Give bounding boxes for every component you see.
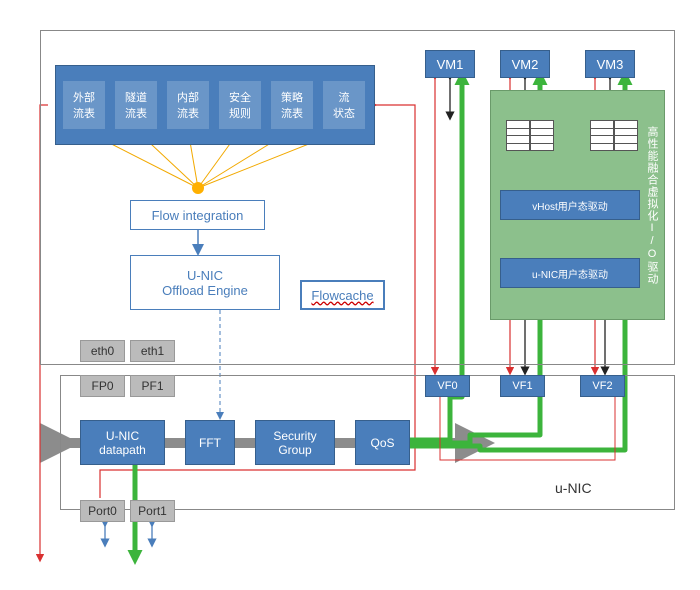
fp0: FP0 — [80, 375, 125, 397]
flow-sub-3: 安全 规则 — [218, 80, 262, 130]
vf0: VF0 — [425, 375, 470, 397]
vm3-queue-left — [590, 120, 614, 150]
pf1: PF1 — [130, 375, 175, 397]
offload-label: U-NIC Offload Engine — [162, 268, 248, 298]
vf2: VF2 — [580, 375, 625, 397]
vm1: VM1 — [425, 50, 475, 78]
flow-sub-5: 流 状态 — [322, 80, 366, 130]
vm2-label: VM2 — [512, 57, 539, 72]
flow-integration-label: Flow integration — [152, 208, 244, 223]
offload-engine: U-NIC Offload Engine — [130, 255, 280, 310]
vm1-label: VM1 — [437, 57, 464, 72]
flowcache-label: Flowcache — [311, 288, 373, 303]
vf1: VF1 — [500, 375, 545, 397]
flowcache: Flowcache — [300, 280, 385, 310]
port0-label: Port0 — [88, 504, 117, 518]
flow-sub-2: 内部 流表 — [166, 80, 210, 130]
driver-panel-title: 高性能融合虚拟化I/O驱动 — [644, 126, 660, 285]
unic-label: u-NIC — [555, 480, 592, 496]
vm3-label: VM3 — [597, 57, 624, 72]
vm2-queue-right — [530, 120, 554, 150]
fp0-label: FP0 — [91, 379, 113, 393]
vm3: VM3 — [585, 50, 635, 78]
eth0: eth0 — [80, 340, 125, 362]
vhost-driver: vHost用户态驱动 — [500, 190, 640, 220]
flow-integration: Flow integration — [130, 200, 265, 230]
flow-sub-0: 外部 流表 — [62, 80, 106, 130]
pf1-label: PF1 — [141, 379, 163, 393]
qos-label: QoS — [370, 436, 394, 450]
vm2: VM2 — [500, 50, 550, 78]
port1-label: Port1 — [138, 504, 167, 518]
vm2-queue-left — [506, 120, 530, 150]
vm3-queue-right — [614, 120, 638, 150]
eth1-label: eth1 — [141, 344, 164, 358]
unic-text: u-NIC — [555, 480, 592, 496]
unic-driver: u-NIC用户态驱动 — [500, 258, 640, 288]
flow-sub-4: 策略 流表 — [270, 80, 314, 130]
port0: Port0 — [80, 500, 125, 522]
eth1: eth1 — [130, 340, 175, 362]
vf2-label: VF2 — [592, 380, 612, 392]
pipeline-fft: FFT — [185, 420, 235, 465]
vhost-label: vHost用户态驱动 — [532, 198, 608, 213]
unic-driver-label: u-NIC用户态驱动 — [532, 266, 608, 281]
pipeline-datapath: U-NIC datapath — [80, 420, 165, 465]
vf0-label: VF0 — [437, 380, 457, 392]
eth0-label: eth0 — [91, 344, 114, 358]
flow-sub-1: 隧道 流表 — [114, 80, 158, 130]
pipeline-qos: QoS — [355, 420, 410, 465]
datapath-label: U-NIC datapath — [99, 429, 146, 457]
security-label: Security Group — [273, 429, 316, 457]
vf1-label: VF1 — [512, 380, 532, 392]
port1: Port1 — [130, 500, 175, 522]
pipeline-security: Security Group — [255, 420, 335, 465]
fft-label: FFT — [199, 436, 221, 450]
